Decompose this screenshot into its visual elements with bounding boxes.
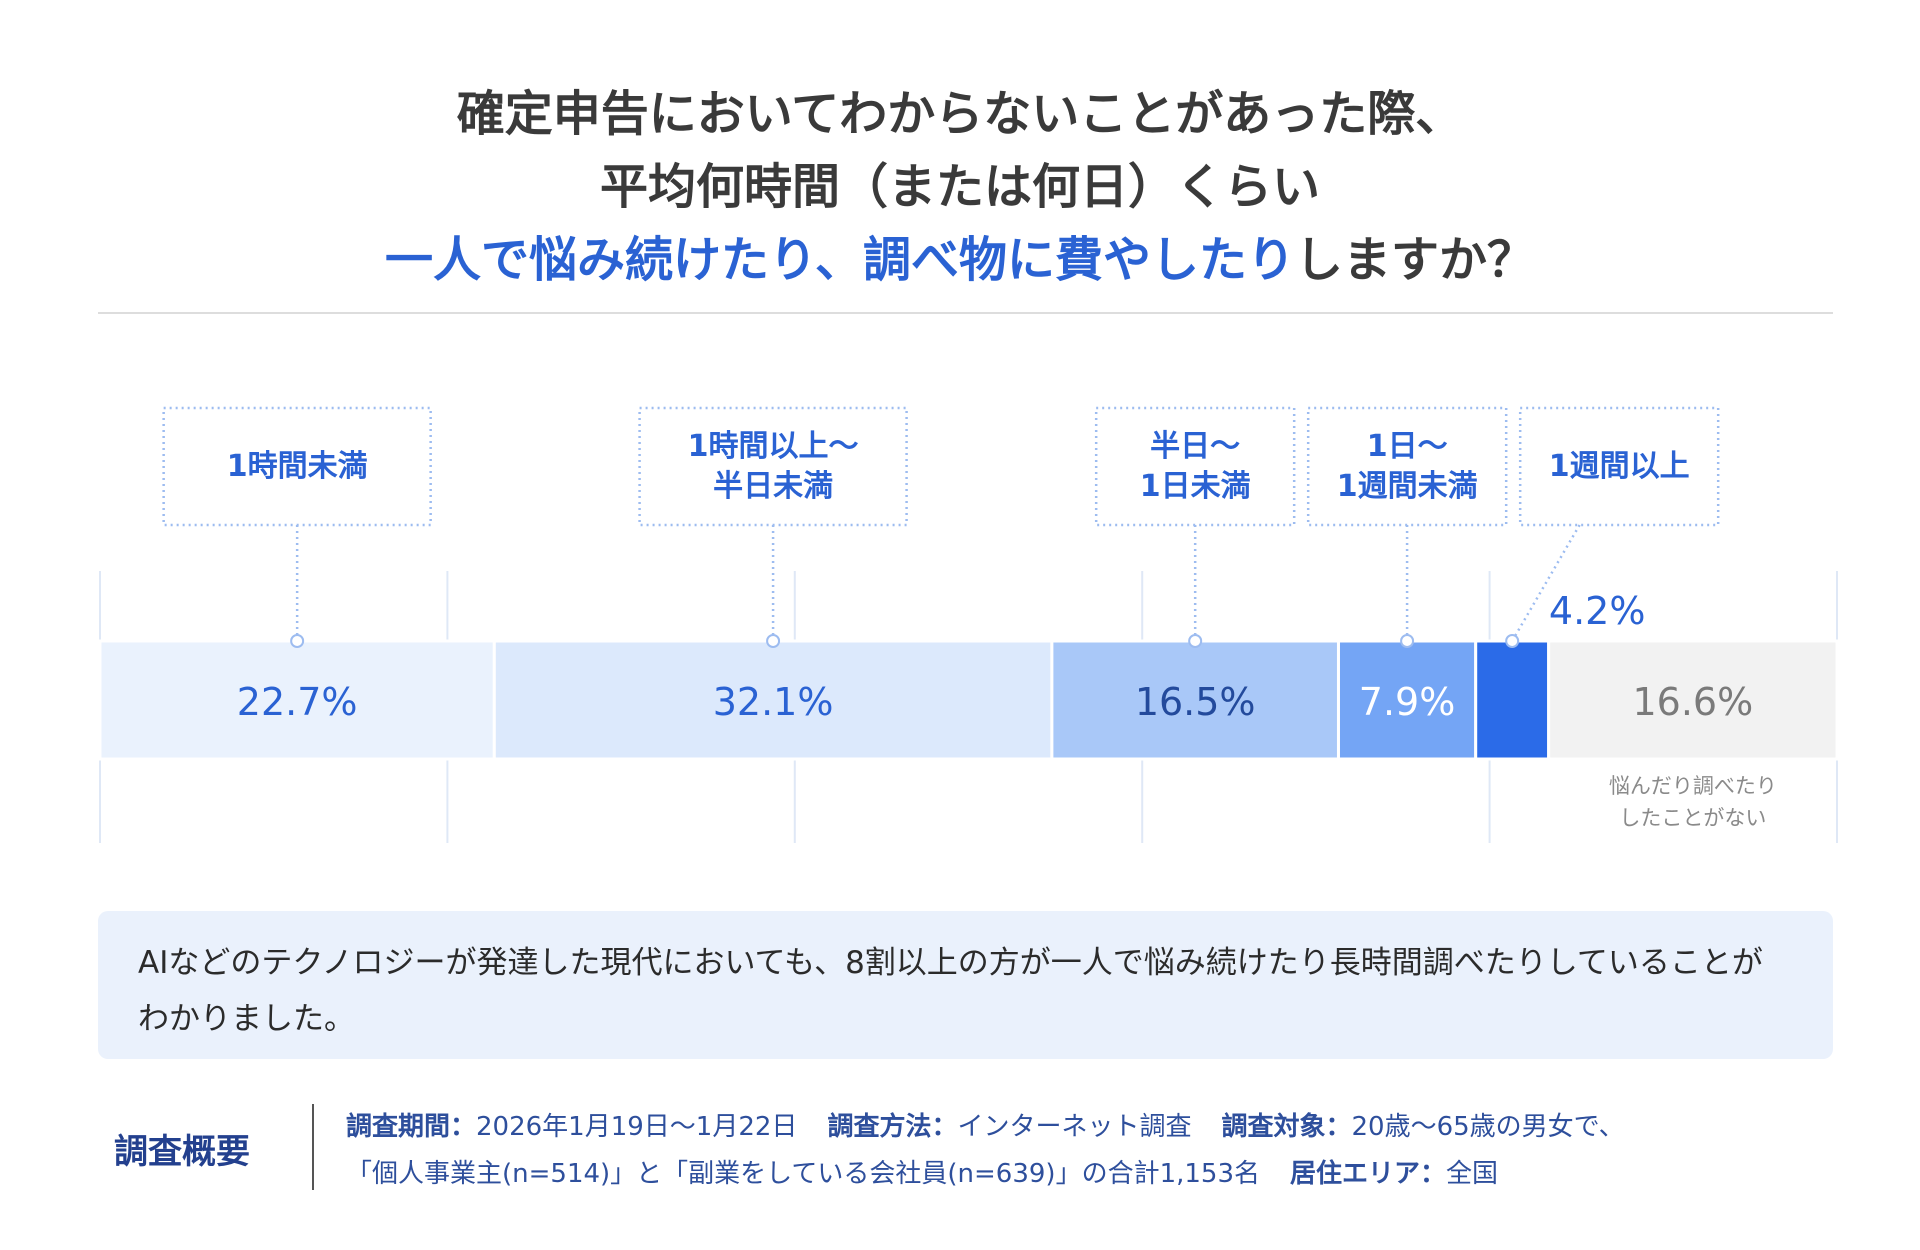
survey-label: 居住エリア：: [1290, 1159, 1447, 1189]
bar-segment: [1474, 639, 1551, 761]
value-label: 32.1%: [712, 680, 834, 724]
category-label: 1週間以上: [1548, 448, 1690, 484]
bar-segment: [1547, 639, 1839, 761]
title-line: 一人で悩み続けたり、調べ物に費やしたりしますか？: [0, 224, 1920, 297]
category-box: [1518, 406, 1720, 527]
leader-dot: [1188, 634, 1203, 648]
bar-segment: [98, 639, 496, 761]
title-tail: しますか？: [1295, 232, 1536, 288]
leader-dot: [1400, 634, 1415, 648]
value-label: 16.6%: [1632, 680, 1754, 724]
survey-label: 調査対象：: [1221, 1112, 1352, 1142]
survey-label: 調査期間：: [346, 1112, 477, 1142]
title-line: 平均何時間（または何日）くらい: [599, 159, 1320, 215]
survey: 調査期間：2026年1月19日〜1月22日 調査方法：インターネット調査 調査対象：…: [346, 1104, 1796, 1198]
value-label: 4.2%: [1548, 589, 1646, 633]
category-label: 1時間未満: [226, 448, 368, 484]
survey-heading: 調査概要: [114, 1132, 250, 1172]
survey-item: 調査方法：インターネット調査: [827, 1112, 1191, 1142]
value-label: 7.9%: [1358, 680, 1456, 724]
survey-item: 居住エリア：全国: [1290, 1159, 1498, 1189]
survey-item: 調査期間：2026年1月19日〜1月22日: [346, 1112, 797, 1142]
value-label: 16.5%: [1134, 680, 1256, 724]
title-highlight: 一人で悩み続けたり、調べ物に費やしたり: [384, 232, 1296, 288]
leader-dot: [290, 634, 305, 648]
category-label: 1時間以上〜 半日未満: [687, 428, 859, 504]
title-line: 確定申告においてわからないことがあった際、: [456, 86, 1464, 142]
value-label: 22.7%: [236, 680, 358, 724]
bar-segment: [492, 639, 1054, 761]
category-label: 1日〜 1週間未満: [1336, 428, 1478, 504]
survey-text: 20歳〜65歳の男女で、 「個人事業主(n=514)」と「副業をしている会社員(…: [346, 1112, 1625, 1189]
leader-dot: [1505, 634, 1520, 648]
survey-label: 調査方法：: [827, 1112, 958, 1142]
category-label: 半日〜 1日未満: [1139, 428, 1251, 504]
survey-text: インターネット調査: [957, 1112, 1192, 1142]
survey-item: 調査対象：20歳〜65歳の男女で、 「個人事業主(n=514)」と「副業をしてい…: [346, 1112, 1625, 1189]
note: AIなどのテクノロジーが発達した現代においても、8割以上の方が一人で悩み続けたり…: [98, 911, 1833, 1059]
survey-text: 全国: [1446, 1159, 1499, 1189]
category-label: 悩んだり調べたり したことがない: [1608, 774, 1777, 830]
leader-line: [1511, 524, 1581, 642]
survey-text: 2026年1月19日〜1月22日: [476, 1112, 798, 1142]
chart-title: 確定申告においてわからないことがあった際、 平均何時間（または何日）くらい 一人…: [0, 78, 1920, 297]
leader-dot: [766, 634, 781, 648]
